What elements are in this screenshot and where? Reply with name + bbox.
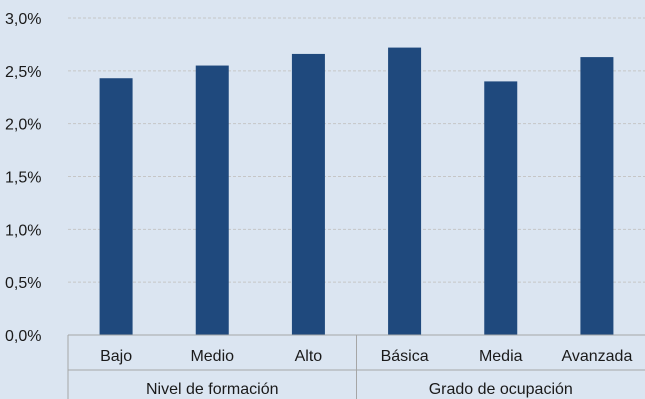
x-tick-label: Alto (295, 348, 323, 365)
x-tick-label: Bajo (100, 348, 132, 365)
x-group-label: Nivel de formación (146, 381, 279, 398)
y-tick-label: 0,0% (5, 328, 41, 345)
y-tick-label: 0,5% (5, 275, 41, 292)
x-tick-label: Media (479, 348, 523, 365)
bar (195, 65, 229, 336)
y-tick-label: 2,5% (5, 64, 41, 81)
bar (291, 53, 325, 335)
x-tick-label: Avanzada (561, 348, 632, 365)
y-tick-label: 2,0% (5, 117, 41, 134)
x-group-label: Grado de ocupación (429, 381, 573, 398)
x-tick-label: Básica (381, 348, 429, 365)
y-tick-label: 1,0% (5, 222, 41, 239)
y-tick-label: 3,0% (5, 11, 41, 28)
bar (484, 81, 518, 336)
bar (99, 78, 133, 335)
x-tick-label: Medio (190, 348, 234, 365)
bar (580, 57, 614, 335)
bar (388, 47, 422, 335)
y-tick-label: 1,5% (5, 170, 41, 187)
